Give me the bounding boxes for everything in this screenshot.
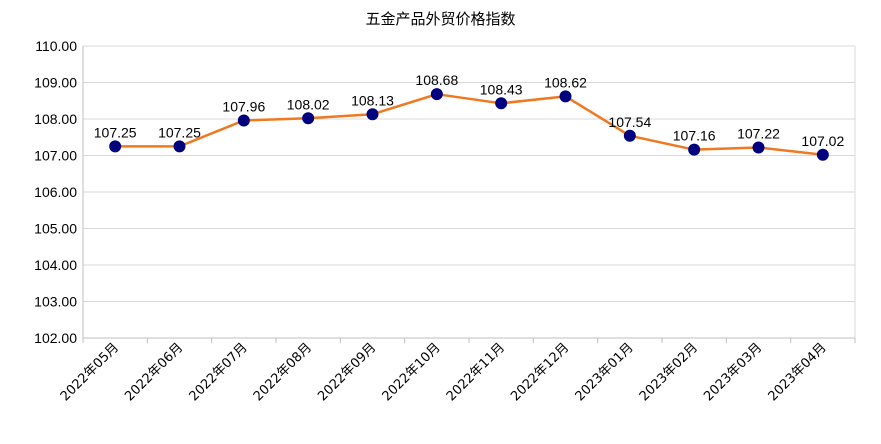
y-tick-label: 102.00 (34, 330, 77, 346)
data-label: 107.22 (737, 125, 780, 141)
data-point-marker (109, 140, 122, 153)
x-tick-label: 2022年12月 (508, 340, 572, 404)
data-point-marker (302, 112, 315, 125)
y-tick-label: 103.00 (34, 294, 77, 310)
x-tick-label: 2022年07月 (187, 340, 251, 404)
y-axis: 102.00 103.00 104.00 105.00 106.00 107.00 108.… (34, 38, 84, 346)
data-label: 107.54 (608, 114, 651, 130)
y-tick-label: 108.00 (34, 111, 77, 127)
x-tick-label: 2023年03月 (701, 340, 765, 404)
data-point-marker (495, 97, 508, 110)
data-label: 107.02 (801, 133, 844, 149)
y-tick-label: 107.00 (34, 148, 77, 164)
data-point-marker (366, 108, 379, 121)
data-label: 108.68 (415, 72, 458, 88)
data-label: 108.13 (351, 92, 394, 108)
data-point-marker (173, 140, 186, 153)
data-label: 108.02 (287, 96, 330, 112)
x-tick-label: 2023年01月 (573, 340, 637, 404)
data-label: 108.43 (480, 81, 523, 97)
chart-title: 五金产品外贸价格指数 (365, 10, 516, 28)
data-point-marker (623, 129, 636, 142)
y-tick-label: 106.00 (34, 184, 77, 200)
grid-lines (83, 45, 856, 339)
x-tick-label: 2022年10月 (380, 340, 444, 404)
data-point-marker (430, 88, 443, 101)
y-tick-label: 110.00 (35, 38, 77, 54)
x-axis: 2022年05月 2022年06月 2022年07月 2022年08月 2022年09月… (58, 337, 856, 404)
data-label: 107.96 (222, 98, 265, 114)
data-label: 107.25 (158, 124, 201, 140)
x-tick-label: 2022年05月 (58, 340, 122, 404)
x-tick-label: 2022年06月 (122, 340, 186, 404)
data-point-marker (752, 141, 765, 154)
series-markers (109, 88, 829, 161)
x-tick-label: 2022年11月 (444, 340, 508, 404)
series-line (115, 92, 823, 157)
data-point-marker (237, 114, 250, 127)
x-tick-label: 2023年02月 (637, 340, 701, 404)
data-labels: 107.25 107.25 107.96 108.02 108.13 108.68 108.… (94, 72, 845, 149)
y-tick-label: 105.00 (34, 221, 77, 237)
y-tick-label: 104.00 (34, 257, 77, 273)
x-tick-label: 2023年04月 (766, 340, 830, 404)
x-tick-label: 2022年08月 (251, 340, 315, 404)
x-tick-label: 2022年09月 (315, 340, 379, 404)
data-point-marker (688, 143, 701, 156)
data-label: 107.16 (673, 128, 716, 144)
data-point-marker (559, 90, 572, 103)
data-label: 108.62 (544, 74, 587, 90)
data-label: 107.25 (94, 124, 137, 140)
y-tick-label: 109.00 (34, 75, 77, 91)
data-point-marker (816, 148, 829, 161)
series-polyline (115, 92, 823, 157)
